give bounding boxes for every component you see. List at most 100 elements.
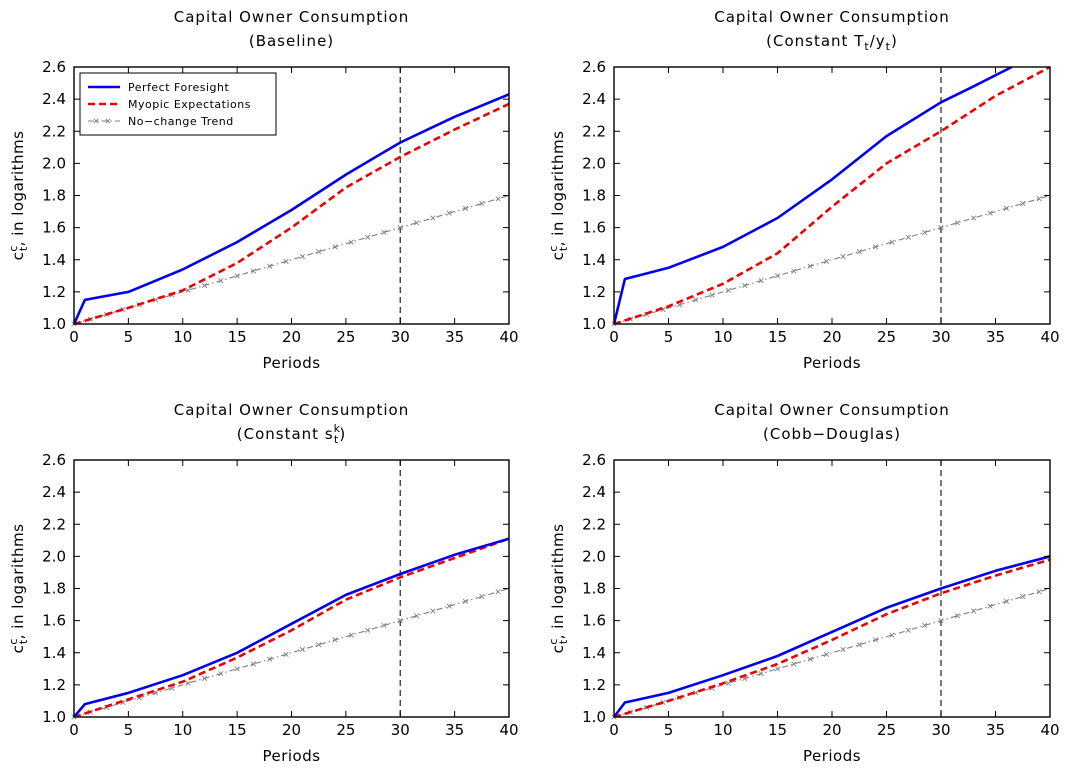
x-axis-label: Periods — [262, 747, 320, 765]
chart-panel-1: Capital Owner Consumption (Baseline) 0 5 10 1… — [7, 8, 519, 372]
series-line-myopic — [614, 67, 1050, 324]
y-tick-label: 1.4 — [582, 644, 606, 662]
x-tick-label: 25 — [336, 721, 355, 739]
trend-marker — [446, 603, 452, 609]
trend-marker — [807, 656, 813, 662]
trend-marker — [693, 297, 699, 303]
chart-title: Capital Owner Consumption — [174, 401, 409, 419]
trend-marker — [987, 210, 993, 216]
x-tick-label: 30 — [931, 328, 950, 346]
chart-subtitle: (Cobb−Douglas) — [763, 425, 901, 443]
y-tick-label: 1.6 — [42, 612, 66, 630]
trend-marker — [938, 225, 944, 231]
series-line-perfect_foresight — [614, 67, 1013, 324]
y-tick-label: 2.0 — [42, 154, 66, 172]
x-tick-label: 40 — [1040, 721, 1059, 739]
x-tick-label: 15 — [228, 328, 247, 346]
trend-marker — [381, 229, 387, 236]
legend-marker — [93, 118, 99, 124]
trend-marker — [889, 632, 895, 638]
trend-marker — [479, 593, 485, 600]
trend-marker — [218, 278, 224, 284]
y-tick-label: 1.0 — [42, 708, 66, 726]
trend-marker — [840, 253, 846, 260]
trend-marker — [413, 220, 420, 226]
x-axis-label: Periods — [803, 354, 861, 372]
y-tick-label: 2.6 — [582, 58, 606, 76]
x-tick-label: 5 — [124, 721, 134, 739]
chart-subtitle: (Baseline) — [249, 32, 334, 50]
y-tick-label: 1.0 — [42, 315, 66, 333]
trend-marker — [922, 229, 928, 236]
y-tick-label: 1.4 — [42, 644, 66, 662]
y-tick-label: 1.6 — [582, 612, 606, 630]
y-tick-label: 1.2 — [42, 676, 66, 694]
x-tick-label: 30 — [931, 721, 950, 739]
trend-marker — [872, 637, 879, 643]
chart-title: Capital Owner Consumption — [714, 8, 949, 26]
y-tick-label: 2.2 — [582, 515, 606, 533]
trend-marker — [365, 627, 371, 633]
trend-marker — [758, 671, 764, 677]
trend-marker — [479, 200, 485, 207]
x-tick-label: 15 — [228, 721, 247, 739]
y-tick-label: 2.4 — [42, 90, 66, 108]
y-tick-label: 1.6 — [42, 219, 66, 237]
x-tick-label: 20 — [822, 721, 841, 739]
trend-marker — [316, 249, 322, 255]
trend-marker — [250, 661, 257, 667]
trend-marker — [758, 278, 764, 284]
series-line-perfect_foresight — [74, 93, 509, 324]
chart-panel-4: Capital Owner Consumption (Cobb−Douglas) 0… — [547, 401, 1060, 765]
trend-marker — [267, 263, 273, 269]
x-tick-label: 40 — [499, 328, 518, 346]
x-tick-label: 35 — [986, 328, 1005, 346]
series-line-myopic — [74, 537, 509, 717]
y-tick-label: 2.4 — [42, 483, 66, 501]
trend-marker — [397, 618, 403, 624]
y-tick-label: 2.0 — [582, 547, 606, 565]
trend-marker — [987, 603, 993, 609]
series-line-trend — [614, 587, 1050, 717]
legend: Perfect Foresight Myopic Expectations No−c… — [79, 72, 277, 136]
x-axis-label: Periods — [803, 747, 861, 765]
plot-frame — [613, 459, 1051, 718]
legend-marker — [105, 118, 111, 124]
y-tick-label: 1.0 — [582, 708, 606, 726]
series-line-perfect_foresight — [614, 555, 1050, 717]
trend-marker — [1036, 196, 1042, 202]
x-tick-label: 20 — [282, 328, 301, 346]
trend-marker — [856, 249, 862, 255]
x-tick-label: 30 — [391, 721, 410, 739]
trend-marker — [201, 282, 208, 289]
x-tick-label: 10 — [713, 721, 732, 739]
trend-marker — [267, 656, 273, 662]
x-tick-label: 5 — [664, 328, 674, 346]
trend-marker — [446, 210, 452, 216]
plot-frame — [73, 459, 510, 718]
y-axis-label: cct, in logarithms — [7, 524, 30, 654]
trend-marker — [381, 622, 387, 629]
x-tick-label: 30 — [391, 328, 410, 346]
trend-marker — [905, 234, 911, 240]
y-tick-label: 2.6 — [42, 58, 66, 76]
y-tick-label: 1.8 — [582, 187, 606, 205]
y-tick-label: 1.2 — [582, 283, 606, 301]
trend-marker — [462, 205, 469, 211]
trend-marker — [709, 292, 715, 298]
x-tick-label: 10 — [173, 721, 192, 739]
trend-marker — [774, 666, 781, 672]
trend-marker — [397, 225, 403, 231]
chart-title: Capital Owner Consumption — [714, 401, 949, 419]
trend-marker — [365, 234, 371, 240]
trend-marker — [152, 297, 159, 303]
chart-panel-3: Capital Owner Consumption (Constant sk t) 0… — [7, 401, 519, 765]
trend-marker — [152, 690, 159, 696]
trend-marker — [332, 637, 338, 643]
x-tick-label: 10 — [713, 328, 732, 346]
trend-marker — [1036, 589, 1042, 595]
x-tick-label: 35 — [445, 721, 464, 739]
trend-marker — [1020, 593, 1026, 600]
x-tick-label: 25 — [877, 328, 896, 346]
legend-entry: Perfect Foresight — [128, 81, 229, 94]
